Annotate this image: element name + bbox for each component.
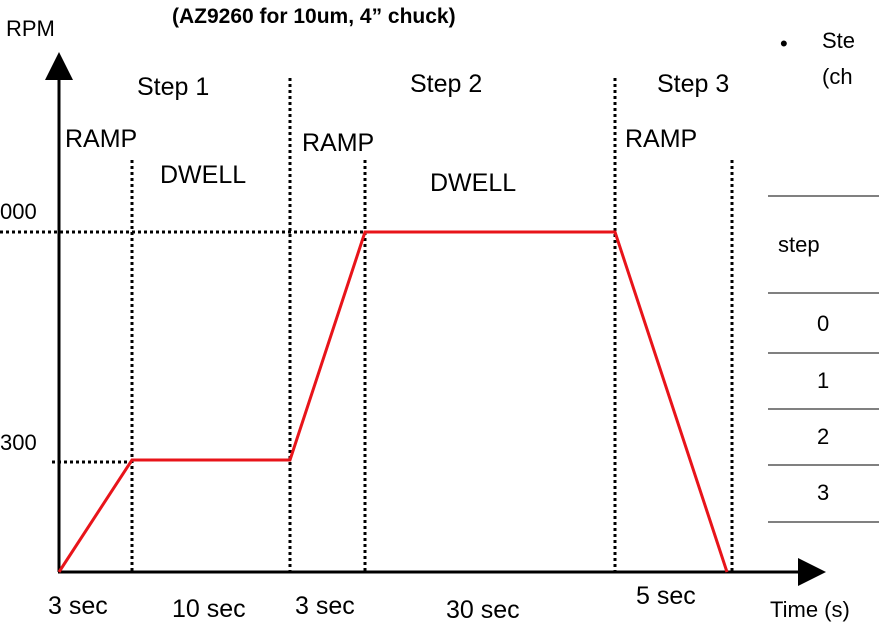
x-axis-arrow [798,558,826,586]
high-rpm-label: 000 [0,199,37,224]
step2-label: Step 2 [410,70,483,98]
diagram-title: (AZ9260 for 10um, 4” chuck) [172,5,456,28]
table-cell-step: 0 [817,311,830,336]
duration-ramp2: 3 sec [295,592,355,620]
rpm-profile-line [57,230,729,573]
x-axis-label: Time (s) [770,597,850,622]
bullet-marker: • [780,31,788,56]
y-axis-label: RPM [6,16,55,41]
step3-label: Step 3 [657,70,730,98]
side-note-line2: (ch [822,64,853,89]
y-axis-arrow [45,52,73,80]
duration-ramp1: 3 sec [48,592,108,620]
table-cell-step: 2 [817,424,830,449]
ramp1-label: RAMP [65,125,138,153]
table-header-step: step [778,232,820,257]
table-cell-step: 3 [817,480,830,505]
dwell2-label: DWELL [430,169,517,197]
ramp2-label: RAMP [302,129,375,157]
side-note-line1: Ste [822,28,856,53]
dwell1-label: DWELL [160,161,247,189]
duration-dwell1: 10 sec [172,595,246,623]
step1-label: Step 1 [137,73,210,101]
ramp3-label: RAMP [625,125,698,153]
table-cell-step: 1 [817,368,830,393]
duration-dwell2: 30 sec [446,596,520,624]
low-rpm-label: 300 [0,430,37,455]
duration-ramp3: 5 sec [636,582,696,610]
